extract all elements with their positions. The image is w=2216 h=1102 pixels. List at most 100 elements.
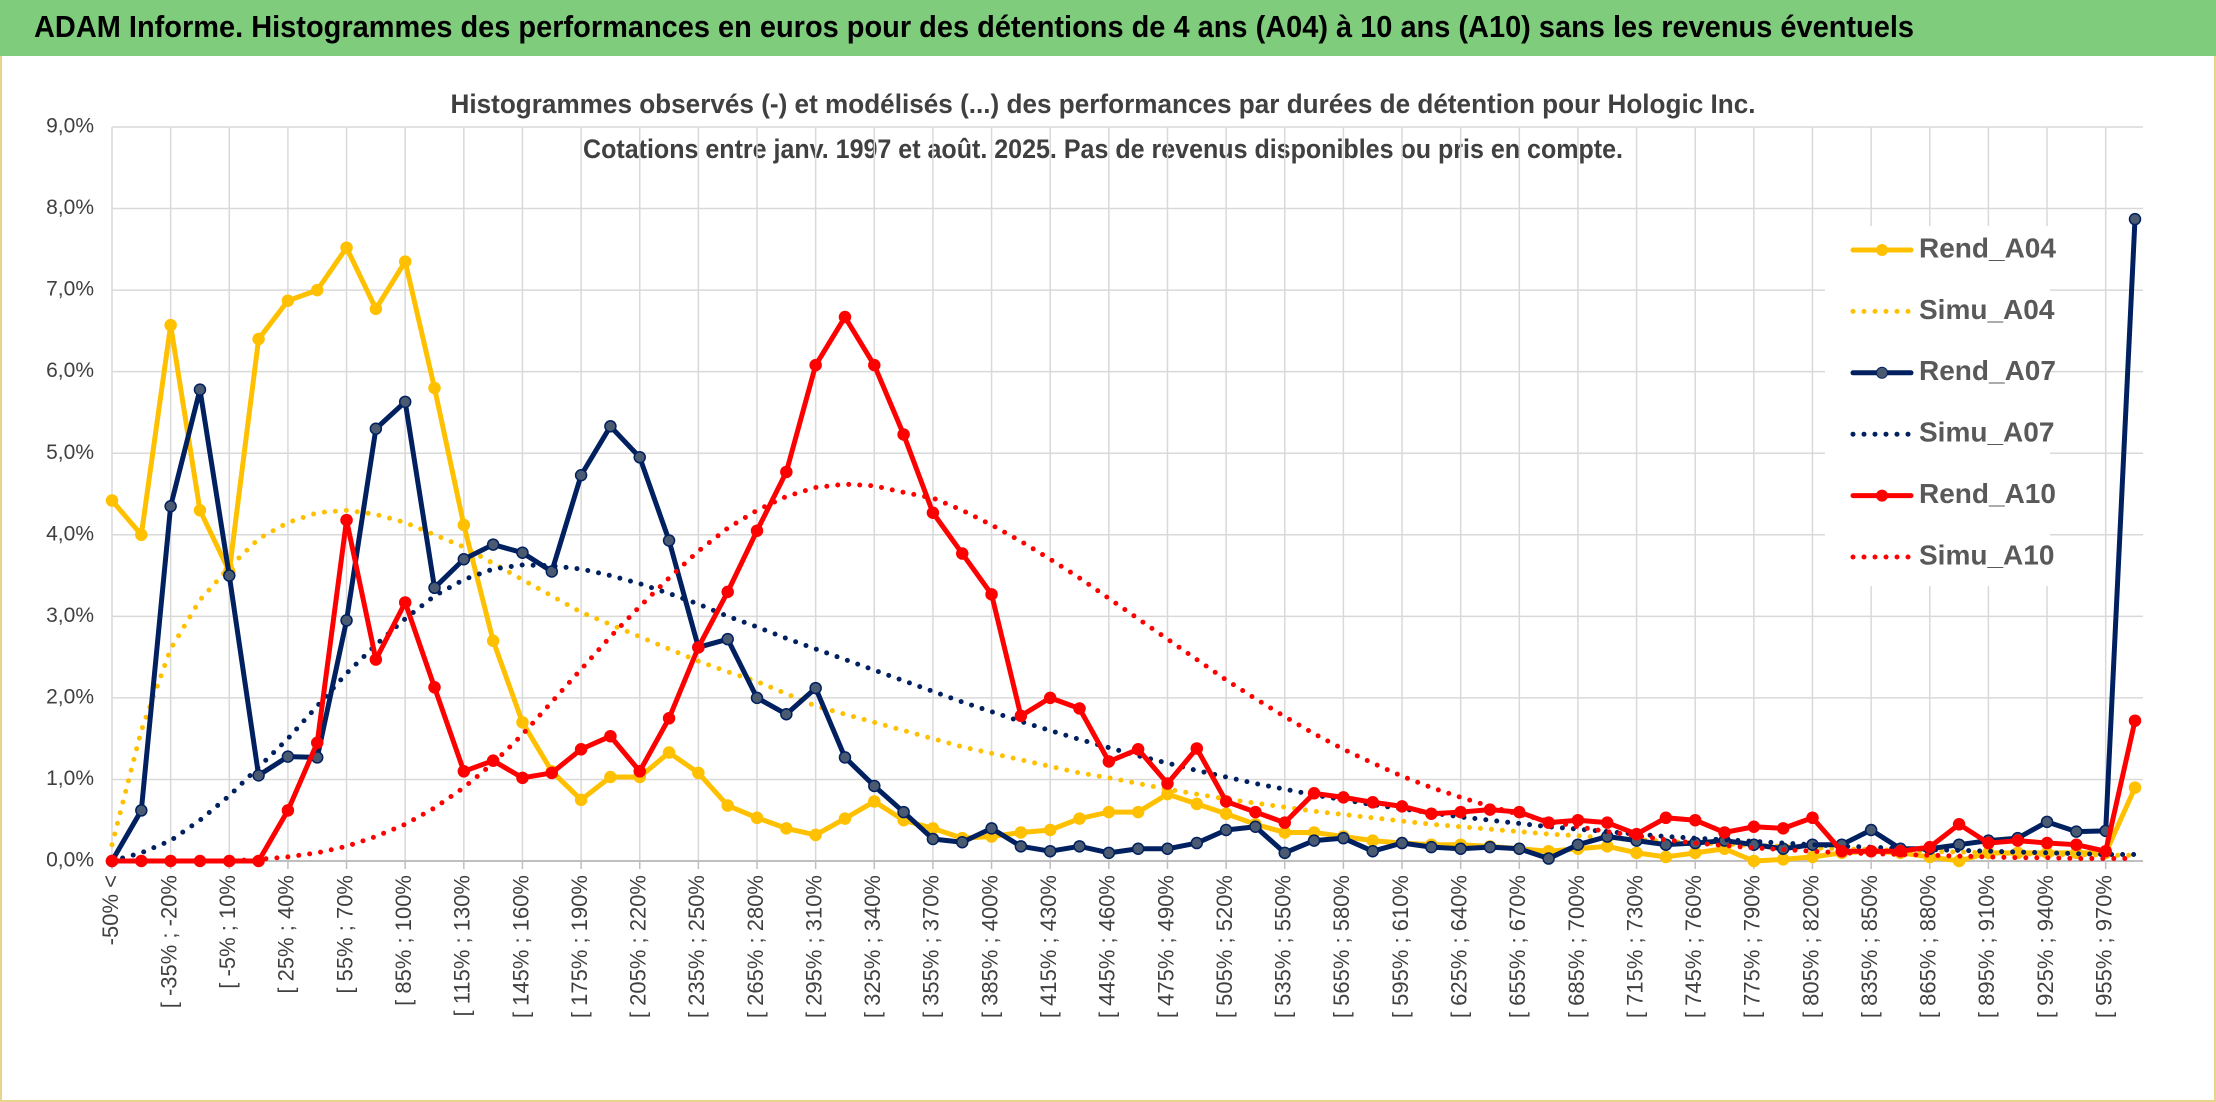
point xyxy=(1161,842,1174,856)
point xyxy=(1278,816,1292,829)
point xyxy=(897,805,910,819)
point xyxy=(1307,834,1321,847)
y-tick-label: 6,0% xyxy=(46,359,94,382)
point xyxy=(2099,844,2112,858)
point xyxy=(281,750,295,763)
point xyxy=(1366,834,1379,847)
y-tick-label: 4,0% xyxy=(46,522,94,545)
x-tick-label: -50% < xyxy=(98,875,123,945)
point xyxy=(750,691,764,705)
x-tick-label: [ 655% ; 670% xyxy=(1505,875,1530,1018)
point xyxy=(223,569,236,582)
x-tick-label: [ 475% ; 490% xyxy=(1153,875,1178,1018)
point xyxy=(1131,805,1145,819)
x-tick-label: [ 55% ; 70% xyxy=(332,875,357,994)
point xyxy=(1307,787,1321,800)
point xyxy=(955,547,969,560)
point xyxy=(985,588,998,601)
legend-box xyxy=(1825,226,2050,586)
point xyxy=(2040,836,2054,850)
point xyxy=(633,451,646,464)
point xyxy=(457,765,471,778)
point xyxy=(692,641,705,654)
point xyxy=(457,518,471,532)
point xyxy=(281,804,295,817)
point xyxy=(985,822,998,835)
point xyxy=(1366,796,1379,809)
y-tick-label: 2,0% xyxy=(46,685,94,708)
y-tick-label: 9,0% xyxy=(46,115,94,138)
point xyxy=(1073,812,1086,825)
point xyxy=(1776,822,1790,835)
legend-marker xyxy=(1876,489,1888,502)
point xyxy=(692,766,705,780)
point xyxy=(398,596,412,609)
point xyxy=(1102,846,1116,860)
point xyxy=(1659,850,1673,864)
point xyxy=(838,751,852,764)
point xyxy=(1131,842,1145,856)
point xyxy=(1043,823,1057,837)
point xyxy=(105,494,119,507)
point xyxy=(193,383,207,396)
point xyxy=(428,581,441,595)
point xyxy=(926,832,940,846)
x-tick-label: [ 565% ; 580% xyxy=(1329,875,1354,1018)
point xyxy=(398,255,412,268)
point xyxy=(1337,791,1350,804)
model-line xyxy=(109,562,2138,864)
point xyxy=(1601,816,1614,829)
point xyxy=(926,506,940,520)
x-tick-label: [ 325% ; 340% xyxy=(860,875,885,1018)
point xyxy=(2128,781,2142,794)
point xyxy=(1161,777,1174,790)
x-tick-label: [ 625% ; 640% xyxy=(1446,875,1471,1018)
point xyxy=(838,812,852,825)
point xyxy=(457,552,471,566)
point xyxy=(1806,850,1819,864)
point xyxy=(1219,795,1233,808)
legend-label: Rend_A04 xyxy=(1919,232,2056,263)
x-tick-label: [ 775% ; 790% xyxy=(1740,875,1765,1018)
x-tick-label: [ 685% ; 700% xyxy=(1564,875,1589,1018)
point xyxy=(545,565,559,578)
y-tick-label: 1,0% xyxy=(46,767,94,790)
point xyxy=(1395,800,1409,813)
point xyxy=(1190,836,1204,850)
point xyxy=(1454,805,1467,819)
point xyxy=(310,736,324,749)
point xyxy=(428,381,441,395)
point xyxy=(1131,743,1145,756)
observed-line xyxy=(109,216,2138,864)
point xyxy=(1806,811,1819,825)
x-tick-label: [ -35% ; -20% xyxy=(156,875,181,1008)
point xyxy=(604,770,617,784)
point xyxy=(1483,840,1497,854)
point xyxy=(662,534,676,547)
x-tick-label: [ 355% ; 370% xyxy=(919,875,944,1018)
point xyxy=(721,585,734,599)
point xyxy=(2070,825,2083,838)
legend-label: Simu_A04 xyxy=(1919,294,2055,325)
point xyxy=(604,729,617,743)
x-tick-label: [ 205% ; 220% xyxy=(626,875,651,1018)
x-tick-label: [ 925% ; 940% xyxy=(2033,875,2058,1018)
point xyxy=(135,804,148,817)
point xyxy=(193,504,207,517)
point xyxy=(750,524,764,537)
point xyxy=(1454,842,1467,856)
y-tick-label: 8,0% xyxy=(46,196,94,219)
x-tick-label: [ 865% ; 880% xyxy=(1916,875,1941,1018)
point xyxy=(1014,709,1028,723)
y-tick-label: 0,0% xyxy=(46,849,94,872)
x-tick-label: [ 295% ; 310% xyxy=(801,875,826,1018)
x-tick-label: [ 505% ; 520% xyxy=(1212,875,1237,1018)
legend-marker xyxy=(1876,366,1888,379)
x-tick-label: [ 445% ; 460% xyxy=(1095,875,1120,1018)
point xyxy=(252,769,265,782)
point xyxy=(1249,805,1262,819)
point xyxy=(516,546,529,559)
point xyxy=(868,795,881,808)
point xyxy=(545,766,559,780)
point xyxy=(340,614,353,627)
